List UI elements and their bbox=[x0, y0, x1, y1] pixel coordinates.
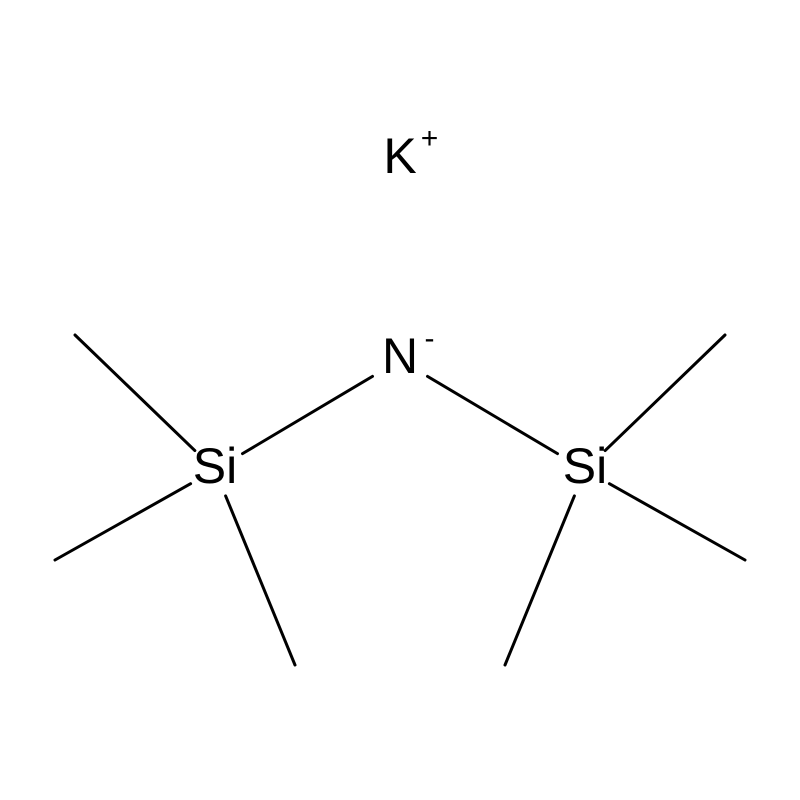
bond bbox=[243, 376, 373, 453]
bond bbox=[505, 496, 574, 665]
bond bbox=[609, 484, 745, 560]
bond bbox=[605, 335, 725, 451]
bond bbox=[428, 376, 558, 453]
atom-n: N- bbox=[382, 322, 435, 384]
atom-si2: Si bbox=[563, 438, 607, 494]
charge-superscript: + bbox=[421, 122, 439, 155]
charge-superscript: - bbox=[425, 322, 435, 355]
atom-label: Si bbox=[563, 438, 607, 494]
atom-k: K+ bbox=[383, 122, 438, 184]
atom-label: K bbox=[383, 128, 416, 184]
atom-label: N bbox=[382, 328, 418, 384]
atom-label: Si bbox=[193, 438, 237, 494]
bond bbox=[226, 496, 295, 665]
atom-si1: Si bbox=[193, 438, 237, 494]
chemical-structure-diagram: K+ N- Si Si bbox=[0, 0, 800, 800]
bond bbox=[75, 335, 195, 451]
bond bbox=[55, 484, 191, 560]
